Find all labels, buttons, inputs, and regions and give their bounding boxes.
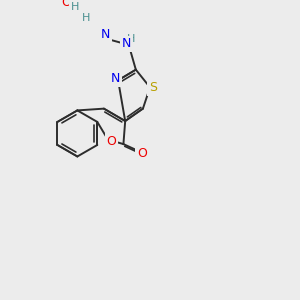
Text: N: N <box>111 72 120 85</box>
Text: S: S <box>149 81 157 94</box>
Text: O: O <box>106 135 116 148</box>
Text: H: H <box>127 34 136 44</box>
Text: H: H <box>82 13 90 23</box>
Text: N: N <box>101 28 110 41</box>
Text: H: H <box>71 2 79 12</box>
Text: O: O <box>61 0 71 9</box>
Text: O: O <box>137 147 147 160</box>
Text: N: N <box>122 38 131 50</box>
